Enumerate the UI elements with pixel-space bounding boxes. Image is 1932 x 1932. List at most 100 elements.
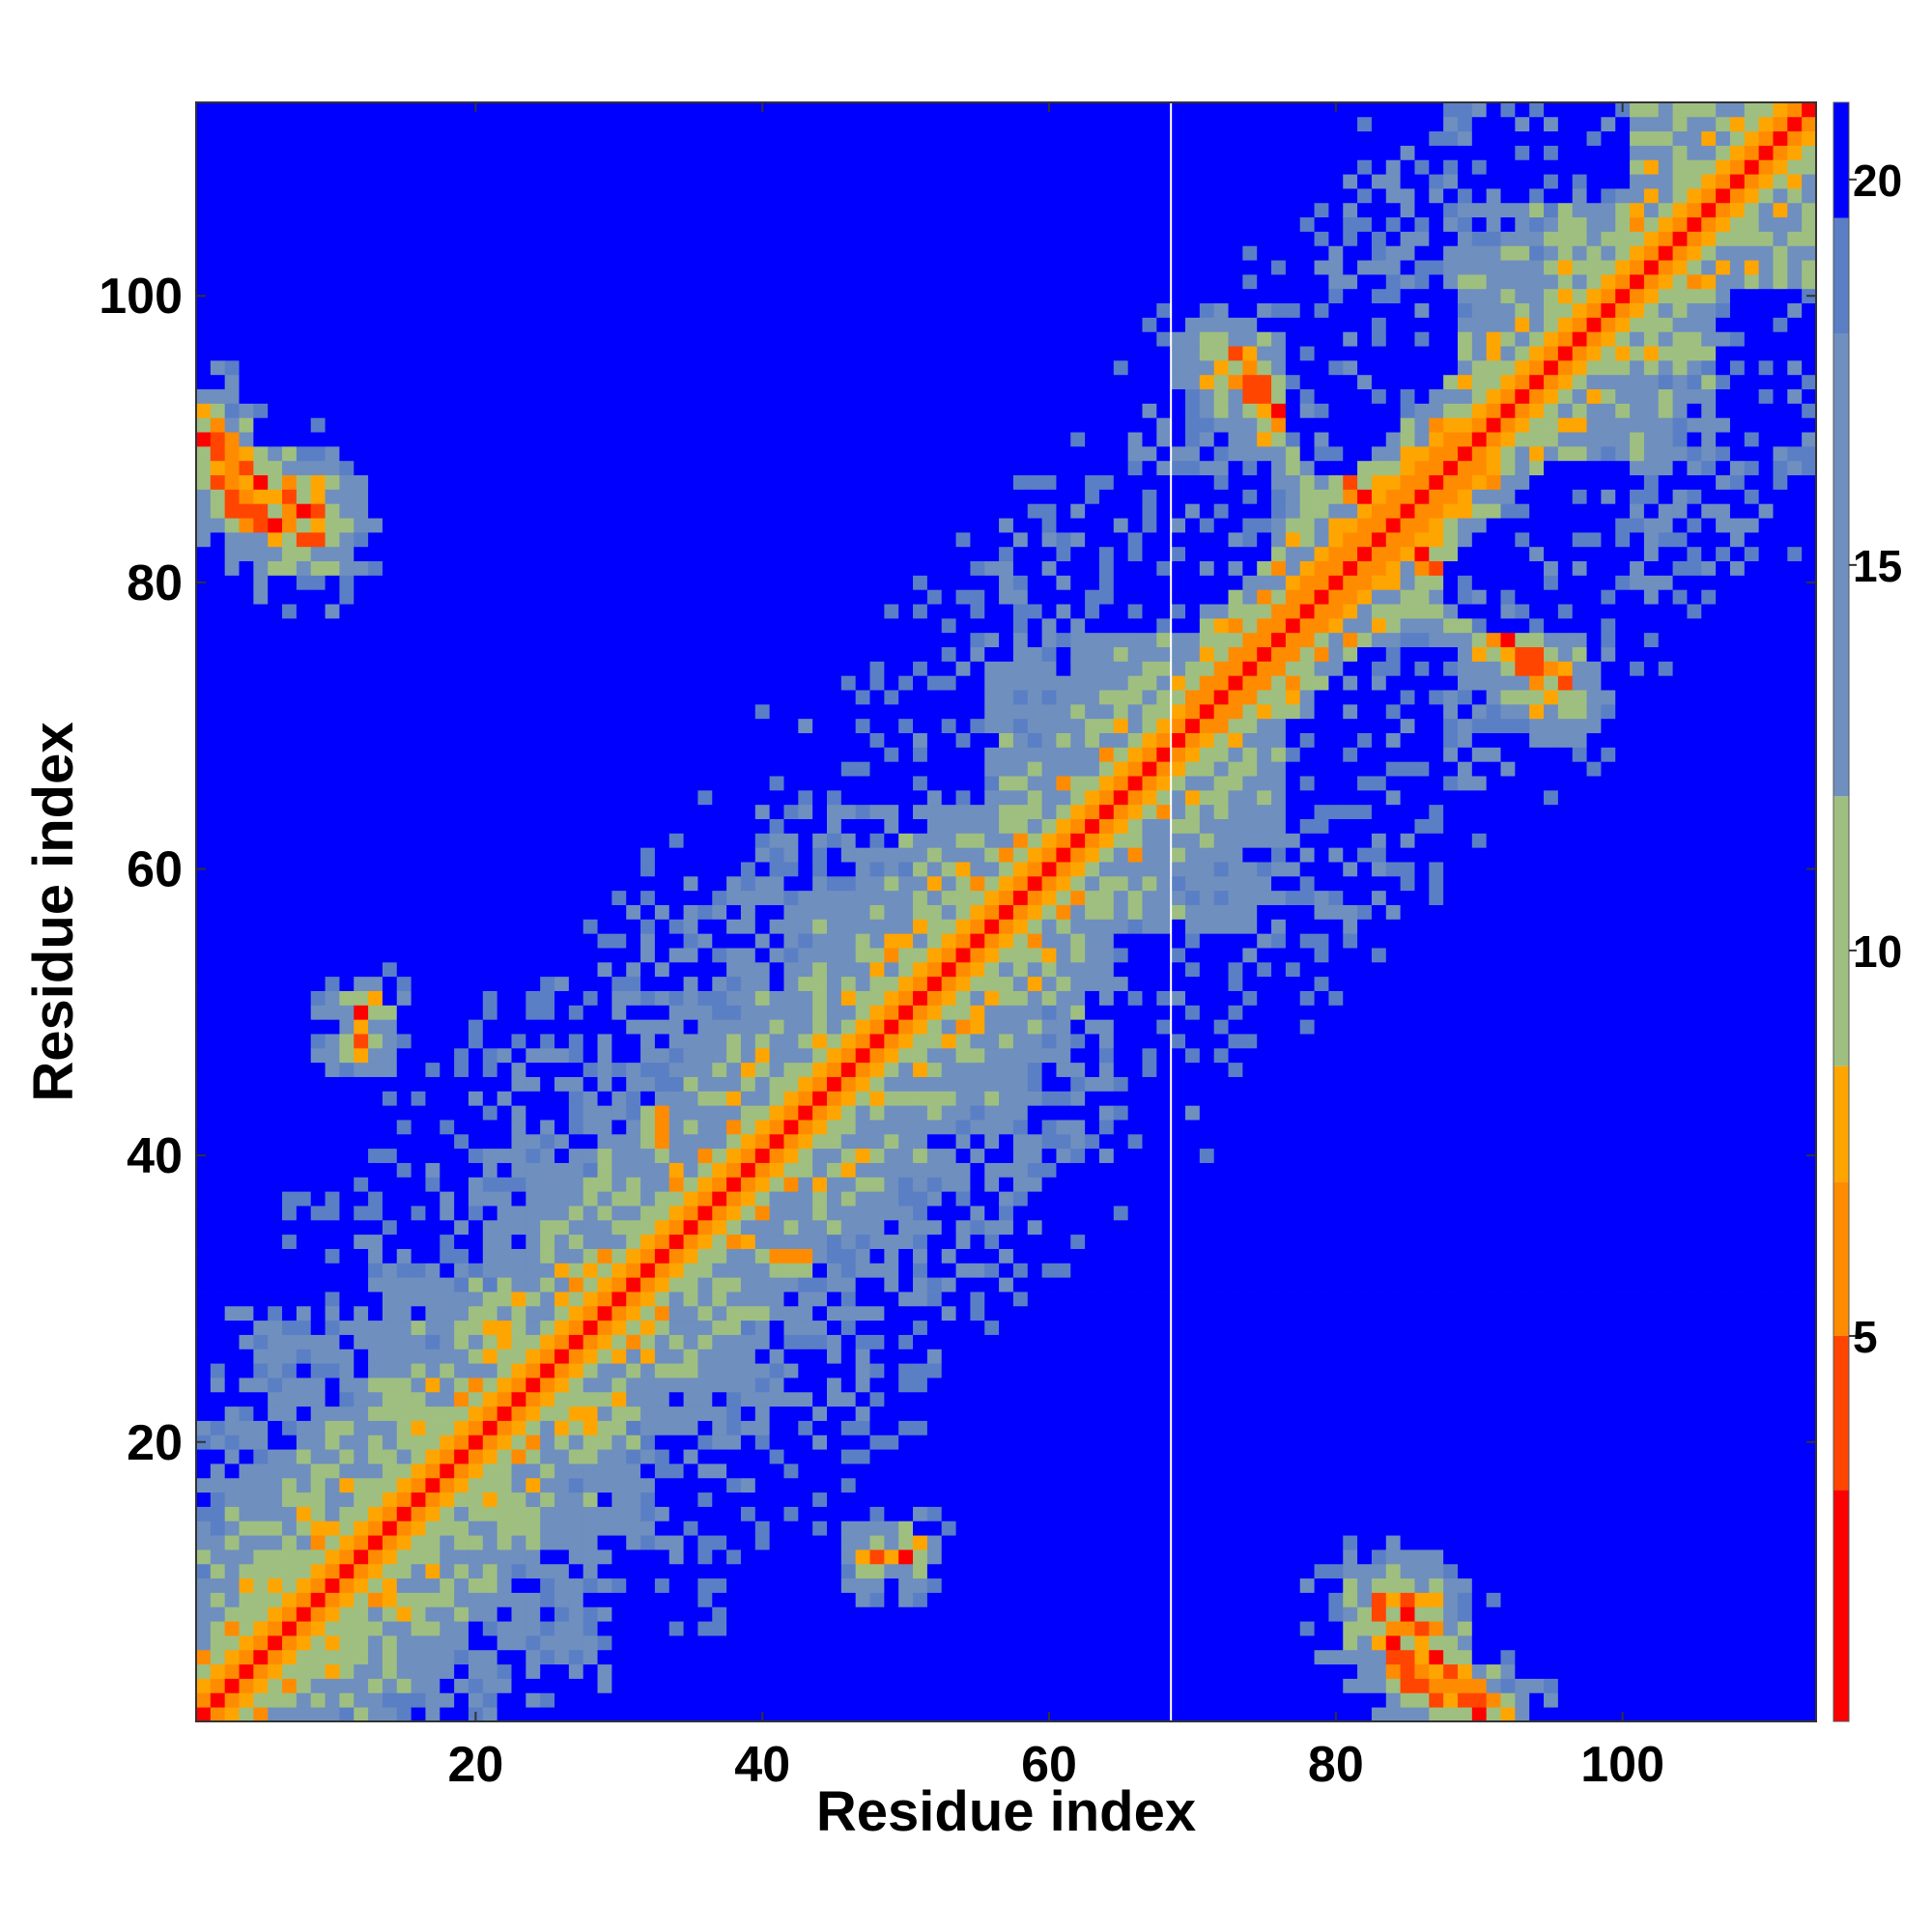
heatmap-cell	[382, 1535, 398, 1550]
heatmap-cell	[440, 976, 455, 991]
heatmap-cell	[726, 1248, 742, 1264]
heatmap-cell	[454, 260, 469, 275]
heatmap-cell	[740, 359, 756, 376]
heatmap-cell	[712, 1320, 727, 1335]
heatmap-cell	[425, 231, 440, 246]
heatmap-cell	[640, 518, 656, 533]
heatmap-cell	[511, 617, 526, 634]
heatmap-cell	[296, 1349, 312, 1364]
heatmap-cell	[325, 174, 340, 189]
heatmap-cell	[268, 417, 283, 433]
heatmap-cell	[526, 1177, 541, 1192]
heatmap-cell	[454, 1177, 469, 1192]
heatmap-cell	[354, 632, 369, 648]
heatmap-cell	[640, 1062, 656, 1077]
heatmap-cell	[798, 847, 813, 863]
heatmap-cell	[798, 661, 813, 676]
heatmap-cell	[296, 1105, 312, 1121]
heatmap-cell	[224, 1492, 240, 1507]
heatmap-cell	[354, 1378, 369, 1393]
heatmap-cell	[440, 933, 455, 949]
heatmap-cell	[798, 445, 813, 462]
heatmap-cell	[268, 1062, 283, 1077]
heatmap-cell	[783, 1320, 799, 1335]
heatmap-cell	[454, 1277, 469, 1293]
heatmap-cell	[812, 1105, 828, 1121]
heatmap-cell	[697, 1363, 713, 1378]
heatmap-cell	[440, 503, 455, 519]
heatmap-cell	[754, 417, 771, 433]
heatmap-cell	[325, 1148, 340, 1163]
heatmap-cell	[224, 1635, 240, 1651]
heatmap-cell	[368, 388, 384, 404]
heatmap-cell	[597, 159, 612, 175]
heatmap-cell	[668, 231, 684, 246]
heatmap-cell	[253, 546, 269, 562]
heatmap-cell	[683, 1549, 698, 1565]
heatmap-cell	[626, 1649, 641, 1665]
heatmap-cell	[740, 1105, 756, 1121]
heatmap-cell	[253, 1177, 269, 1192]
heatmap-cell	[712, 1148, 727, 1163]
heatmap-cell	[253, 1606, 269, 1622]
heatmap-cell	[812, 646, 828, 662]
heatmap-cell	[396, 1477, 412, 1493]
heatmap-cell	[740, 1435, 756, 1450]
heatmap-cell	[798, 231, 813, 246]
heatmap-cell	[210, 1248, 226, 1264]
heatmap-cell	[382, 1019, 398, 1035]
heatmap-cell	[468, 990, 484, 1006]
heatmap-cell	[296, 1420, 312, 1435]
heatmap-cell	[368, 1076, 384, 1092]
heatmap-cell	[354, 1191, 369, 1207]
heatmap-cell	[812, 1120, 828, 1135]
heatmap-cell	[798, 560, 813, 576]
heatmap-cell	[540, 1219, 555, 1236]
heatmap-cell	[440, 1420, 455, 1435]
heatmap-cell	[654, 445, 670, 462]
heatmap-cell	[368, 632, 384, 648]
heatmap-cell	[554, 288, 570, 304]
heatmap-cell	[769, 1606, 784, 1622]
heatmap-cell	[497, 732, 512, 748]
heatmap-cell	[268, 102, 283, 118]
heatmap-cell	[239, 1577, 254, 1593]
heatmap-cell	[726, 187, 742, 204]
heatmap-cell	[554, 1592, 570, 1607]
heatmap-cell	[425, 174, 440, 189]
heatmap-cell	[396, 288, 412, 304]
heatmap-cell	[511, 159, 526, 175]
heatmap-cell	[740, 1378, 756, 1393]
heatmap-cell	[411, 302, 426, 318]
heatmap-cell	[626, 875, 641, 892]
heatmap-cell	[611, 417, 627, 433]
heatmap-cell	[382, 1248, 398, 1264]
heatmap-cell	[712, 102, 727, 118]
heatmap-cell	[783, 948, 799, 963]
heatmap-cell	[769, 1391, 784, 1407]
heatmap-cell	[224, 1120, 240, 1135]
heatmap-cell	[769, 1549, 784, 1565]
heatmap-cell	[224, 1506, 240, 1521]
heatmap-cell	[210, 1320, 226, 1335]
heatmap-cell	[425, 675, 440, 691]
heatmap-cell	[511, 388, 526, 404]
heatmap-cell	[740, 346, 756, 361]
heatmap-cell	[668, 1463, 684, 1479]
heatmap-cell	[511, 1234, 526, 1249]
heatmap-cell	[568, 1019, 584, 1035]
heatmap-cell	[411, 847, 426, 863]
heatmap-cell	[196, 1091, 212, 1106]
heatmap-cell	[740, 1219, 756, 1236]
heatmap-cell	[640, 1606, 656, 1622]
heatmap-cell	[597, 904, 612, 920]
heatmap-cell	[668, 1606, 684, 1622]
heatmap-cell	[712, 747, 727, 762]
heatmap-cell	[468, 804, 484, 819]
heatmap-cell	[282, 374, 298, 390]
heatmap-cell	[339, 216, 355, 232]
heatmap-cell	[654, 374, 670, 390]
heatmap-cell	[526, 388, 541, 404]
heatmap-cell	[769, 317, 784, 332]
heatmap-cell	[468, 1406, 484, 1421]
